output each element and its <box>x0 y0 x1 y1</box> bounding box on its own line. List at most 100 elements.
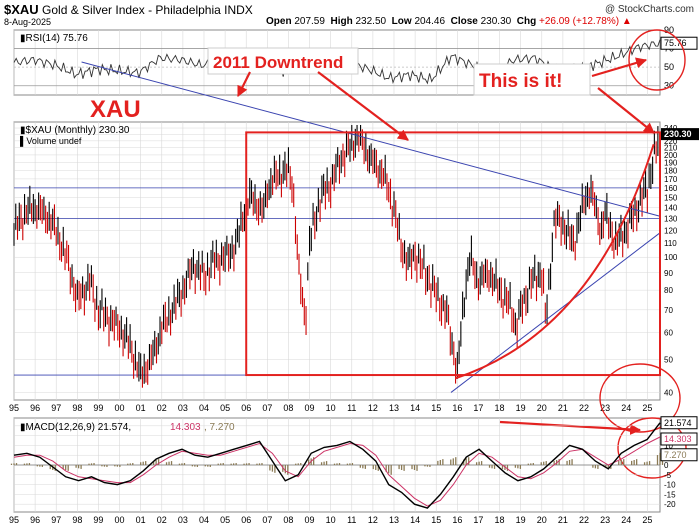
x-tick-label-mid: 00 <box>115 403 125 413</box>
chg-value: +26.09 (+12.78%) <box>539 16 620 27</box>
rsi-last-badge <box>660 36 698 50</box>
x-tick-label-mid: 22 <box>579 403 589 413</box>
x-tick-label-bottom: 19 <box>516 515 526 525</box>
macd-y-tick: 10 <box>664 441 673 450</box>
macd-y-tick: -5 <box>664 471 672 480</box>
x-tick-label-bottom: 99 <box>93 515 103 525</box>
x-tick-label-bottom: 23 <box>600 515 610 525</box>
downtrend-line <box>81 61 661 217</box>
x-tick-label-mid: 20 <box>537 403 547 413</box>
price-y-tick: 150 <box>664 193 678 202</box>
x-tick-label-mid: 19 <box>516 403 526 413</box>
x-tick-label-bottom: 08 <box>283 515 293 525</box>
price-y-tick: 200 <box>664 151 678 160</box>
price-y-tick: 80 <box>664 286 673 295</box>
x-tick-label-mid: 10 <box>326 403 336 413</box>
x-tick-label-bottom: 95 <box>9 515 19 525</box>
price-y-tick: 90 <box>664 269 673 278</box>
parabolic-curve <box>454 143 655 380</box>
price-y-tick: 160 <box>664 184 678 193</box>
macd-last-badge <box>660 416 698 430</box>
open-value: 207.59 <box>294 16 325 27</box>
x-tick-label-mid: 98 <box>72 403 82 413</box>
x-tick-label-bottom: 04 <box>199 515 209 525</box>
x-tick-label-mid: 07 <box>262 403 272 413</box>
open-label: Open <box>266 16 292 27</box>
x-tick-label-bottom: 12 <box>368 515 378 525</box>
symbol: $XAU <box>4 2 39 17</box>
x-tick-label-bottom: 97 <box>51 515 61 525</box>
arrow-price <box>597 87 655 134</box>
x-tick-label-mid: 04 <box>199 403 209 413</box>
arrow-downtrend-left <box>237 71 251 97</box>
low-label: Low <box>391 16 412 27</box>
x-tick-label-mid: 97 <box>51 403 61 413</box>
price-y-tick: 60 <box>664 329 673 338</box>
x-tick-label-bottom: 07 <box>262 515 272 525</box>
x-tick-label-mid: 06 <box>241 403 251 413</box>
macd-y-tick: -10 <box>664 481 676 490</box>
x-tick-label-bottom: 14 <box>410 515 420 525</box>
x-tick-label-mid: 15 <box>431 403 441 413</box>
macd-highlight-circle <box>617 417 687 479</box>
xau-label: XAU <box>90 96 141 123</box>
x-tick-label-bottom: 25 <box>642 515 652 525</box>
macd-last-badge <box>660 432 698 446</box>
x-tick-label-mid: 25 <box>642 403 652 413</box>
x-tick-label-mid: 95 <box>9 403 19 413</box>
macd-last-value: 14.303 <box>664 434 692 444</box>
range-box <box>245 131 661 377</box>
x-tick-label-mid: 14 <box>410 403 420 413</box>
x-tick-label-bottom: 96 <box>30 515 40 525</box>
x-tick-label-mid: 99 <box>93 403 103 413</box>
high-value: 232.50 <box>355 16 387 27</box>
x-tick-label-bottom: 98 <box>72 515 82 525</box>
rsi-y-tick: 30 <box>664 81 674 91</box>
rsi-y-tick: 50 <box>664 62 674 72</box>
x-tick-label-mid: 11 <box>347 403 356 413</box>
index-name: Gold & Silver Index - Philadelphia INDX <box>42 3 253 17</box>
price-y-tick: 190 <box>664 158 678 167</box>
price-last-badge <box>661 128 699 141</box>
close-label: Close <box>450 16 478 27</box>
x-tick-label-mid: 23 <box>600 403 610 413</box>
x-tick-label-bottom: 06 <box>241 515 251 525</box>
chart-header: $XAU Gold & Silver Index - Philadelphia … <box>0 0 700 30</box>
macd-title-signal: 14.303 <box>170 422 201 433</box>
chg-arrow-icon: ▲ <box>621 16 632 27</box>
x-tick-label-bottom: 16 <box>452 515 462 525</box>
x-tick-label-bottom: 18 <box>495 515 505 525</box>
macd-last-value: 7.270 <box>664 450 687 460</box>
x-tick-label-mid: 02 <box>157 403 167 413</box>
x-tick-label-mid: 03 <box>178 403 188 413</box>
macd-title: ▮MACD(12,26,9) 21.574, <box>20 422 131 433</box>
downtrend-label: 2011 Downtrend <box>213 53 343 72</box>
downtrend-label-box <box>207 47 359 75</box>
x-tick-label-bottom: 00 <box>115 515 125 525</box>
rsi-y-tick: 90 <box>664 25 674 35</box>
price-y-tick: 110 <box>664 239 677 248</box>
macd-y-tick: 0 <box>664 461 669 470</box>
x-tick-label-mid: 21 <box>558 403 568 413</box>
macd-last-value: 21.574 <box>664 418 692 428</box>
x-tick-label-bottom: 21 <box>558 515 568 525</box>
x-tick-label-mid: 18 <box>495 403 505 413</box>
price-y-tick: 180 <box>664 166 678 175</box>
price-y-tick: 130 <box>664 214 678 223</box>
arrow-rsi <box>591 57 648 78</box>
x-tick-label-mid: 24 <box>621 403 631 413</box>
x-tick-label-bottom: 20 <box>537 515 547 525</box>
bottom-highlight-circle <box>599 363 681 433</box>
x-tick-label-mid: 17 <box>473 403 483 413</box>
x-tick-label-bottom: 09 <box>305 515 315 525</box>
x-tick-label-mid: 12 <box>368 403 378 413</box>
price-last-value: 230.30 <box>664 129 692 139</box>
x-tick-label-mid: 16 <box>452 403 462 413</box>
x-tick-label-bottom: 01 <box>136 515 146 525</box>
price-y-tick: 120 <box>664 226 678 235</box>
price-y-tick: 220 <box>664 137 678 146</box>
macd-title-hist: , 7.270 <box>204 422 235 433</box>
chart-title: $XAU Gold & Silver Index - Philadelphia … <box>4 2 253 17</box>
x-tick-label-bottom: 05 <box>220 515 230 525</box>
x-tick-label-bottom: 17 <box>473 515 483 525</box>
